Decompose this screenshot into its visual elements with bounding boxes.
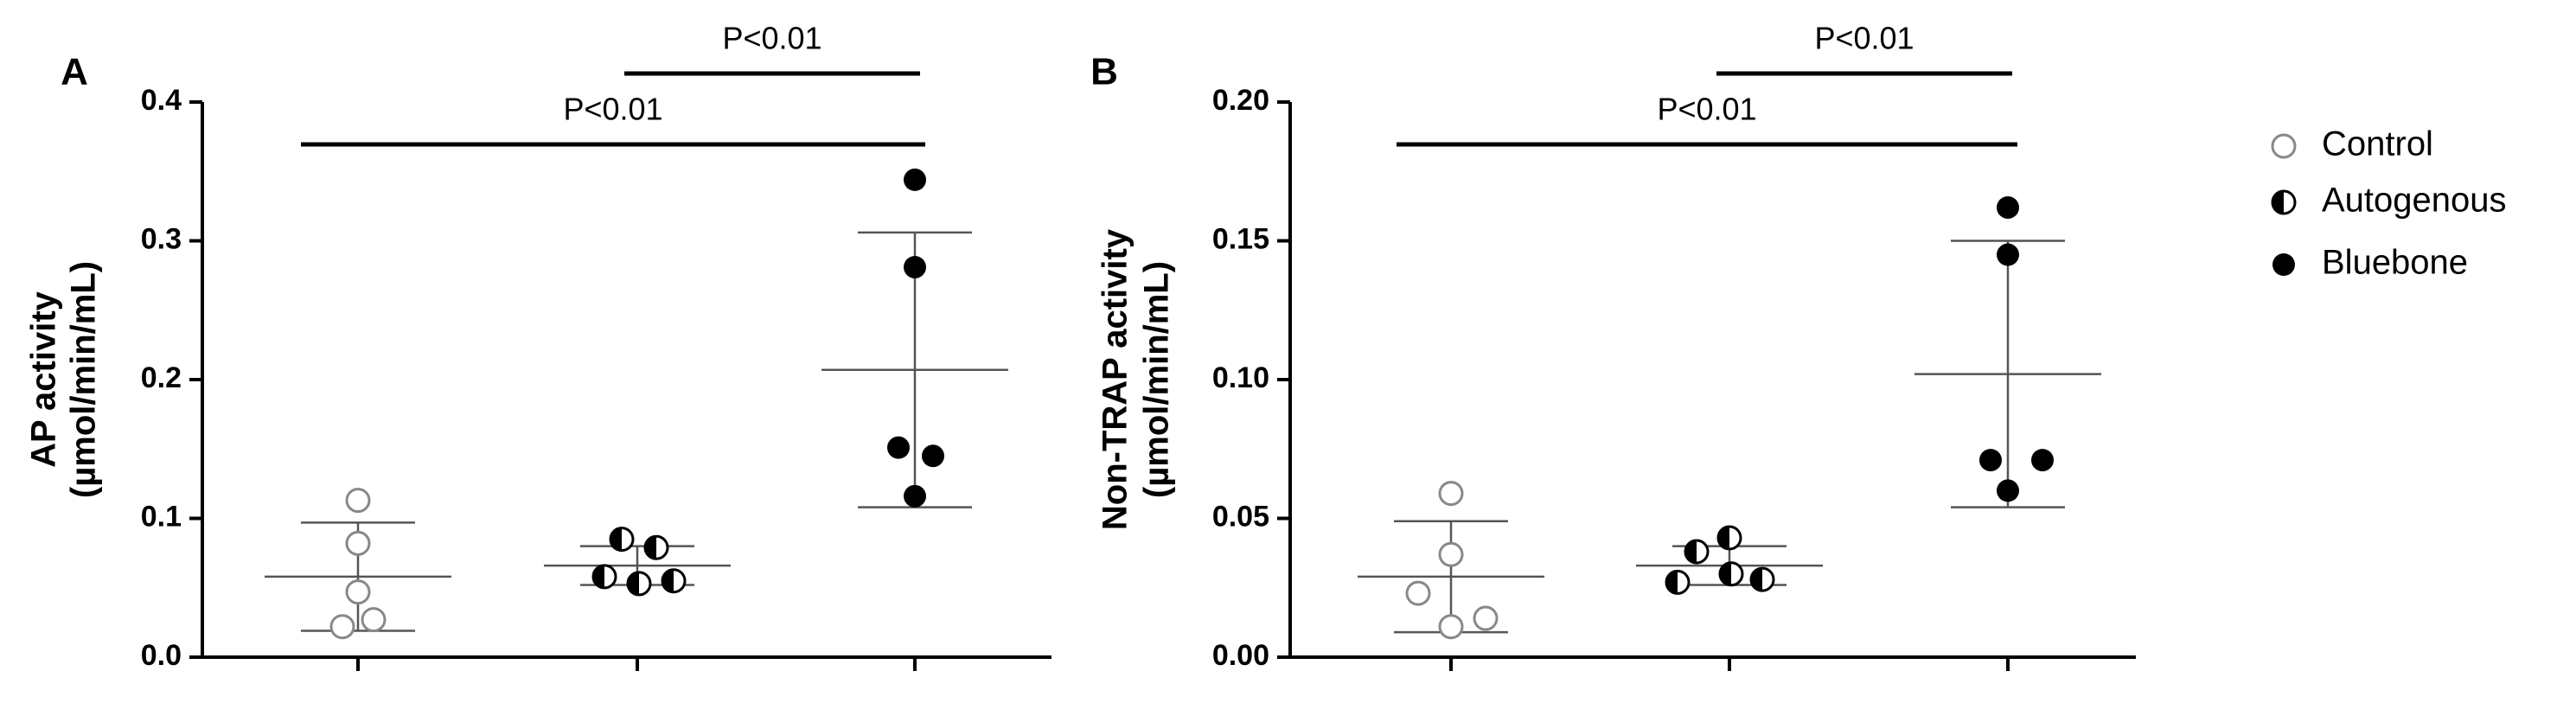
marker-outline — [345, 530, 371, 556]
y-tick-label: 0.10 — [1212, 361, 1269, 394]
marker-half — [1718, 526, 1729, 549]
data-point — [904, 484, 926, 508]
y-tick-label: 0.2 — [141, 361, 182, 394]
data-point — [922, 444, 944, 468]
y-tick-label: 0.1 — [141, 500, 182, 533]
legend-marker — [2272, 253, 2295, 276]
data-point — [1473, 605, 1499, 631]
marker-outline — [361, 607, 387, 633]
significance-label: P<0.01 — [1657, 92, 1756, 127]
marker-fill — [1997, 479, 2019, 502]
marker-outline — [345, 579, 371, 605]
marker-half — [662, 569, 674, 592]
marker-fill — [904, 255, 926, 278]
data-point — [345, 530, 371, 556]
marker-outline — [1438, 541, 1464, 567]
data-point — [1716, 525, 1742, 551]
marker-fill — [1979, 449, 2002, 472]
marker-fill — [1997, 195, 2019, 219]
y-tick-label: 0.15 — [1212, 222, 1269, 255]
marker-fill — [904, 484, 926, 508]
data-point — [1749, 566, 1775, 592]
significance-label: P<0.01 — [1814, 21, 1914, 56]
data-point — [1405, 580, 1431, 606]
data-point — [887, 436, 910, 459]
y-tick-label: 0.00 — [1212, 639, 1269, 672]
data-point — [1438, 481, 1464, 507]
data-point — [1665, 569, 1691, 595]
marker-half — [1720, 562, 1731, 585]
data-point — [1997, 479, 2019, 502]
data-point — [1997, 243, 2019, 266]
marker-fill — [2031, 449, 2054, 472]
marker-fill — [887, 436, 910, 459]
panel-label: A — [61, 51, 88, 93]
legend-label: Bluebone — [2322, 244, 2468, 282]
marker-outline — [1438, 481, 1464, 507]
marker-half — [628, 572, 639, 595]
data-point — [661, 568, 687, 594]
data-point — [1438, 614, 1464, 640]
marker-outline — [345, 488, 371, 514]
marker-fill — [2272, 253, 2295, 276]
marker-outline — [1405, 580, 1431, 606]
marker-half — [593, 565, 604, 588]
data-point — [904, 168, 926, 191]
y-axis-label: Non-TRAP activity — [1096, 228, 1135, 530]
data-point — [609, 527, 635, 553]
y-axis-label: (µmol/min/mL) — [65, 261, 103, 498]
data-point — [1997, 195, 2019, 219]
data-point — [904, 255, 926, 278]
marker-half — [1751, 568, 1762, 591]
y-tick-label: 0.4 — [141, 84, 182, 117]
data-point — [1684, 539, 1710, 565]
data-point — [329, 614, 355, 640]
data-point — [361, 607, 387, 633]
marker-outline — [329, 614, 355, 640]
marker-half — [1666, 571, 1678, 594]
data-point — [643, 534, 669, 560]
marker-outline — [1473, 605, 1499, 631]
y-tick-label: 0.05 — [1212, 500, 1269, 533]
data-point — [345, 579, 371, 605]
y-axis-label: AP activity — [25, 291, 63, 468]
significance-label: P<0.01 — [563, 92, 662, 127]
marker-outline — [2271, 133, 2297, 159]
marker-fill — [1997, 243, 2019, 266]
y-tick-label: 0.0 — [141, 639, 182, 672]
marker-half — [2272, 191, 2284, 214]
marker-half — [610, 527, 622, 551]
panel-label: B — [1090, 51, 1118, 93]
data-point — [626, 571, 652, 597]
data-point — [2031, 449, 2054, 472]
marker-outline — [1438, 614, 1464, 640]
legend-label: Control — [2322, 125, 2433, 163]
legend-marker — [2271, 189, 2297, 215]
data-point — [591, 564, 617, 590]
marker-half — [645, 536, 656, 559]
legend-marker — [2271, 133, 2297, 159]
y-tick-label: 0.20 — [1212, 84, 1269, 117]
y-tick-label: 0.3 — [141, 222, 182, 255]
marker-fill — [904, 168, 926, 191]
y-axis-label: (µmol/min/mL) — [1138, 261, 1176, 498]
marker-half — [1685, 540, 1697, 564]
significance-label: P<0.01 — [722, 21, 821, 56]
data-point — [1438, 541, 1464, 567]
data-point — [1979, 449, 2002, 472]
legend-label: Autogenous — [2322, 182, 2507, 220]
marker-fill — [922, 444, 944, 468]
data-point — [1718, 561, 1744, 587]
data-point — [345, 488, 371, 514]
